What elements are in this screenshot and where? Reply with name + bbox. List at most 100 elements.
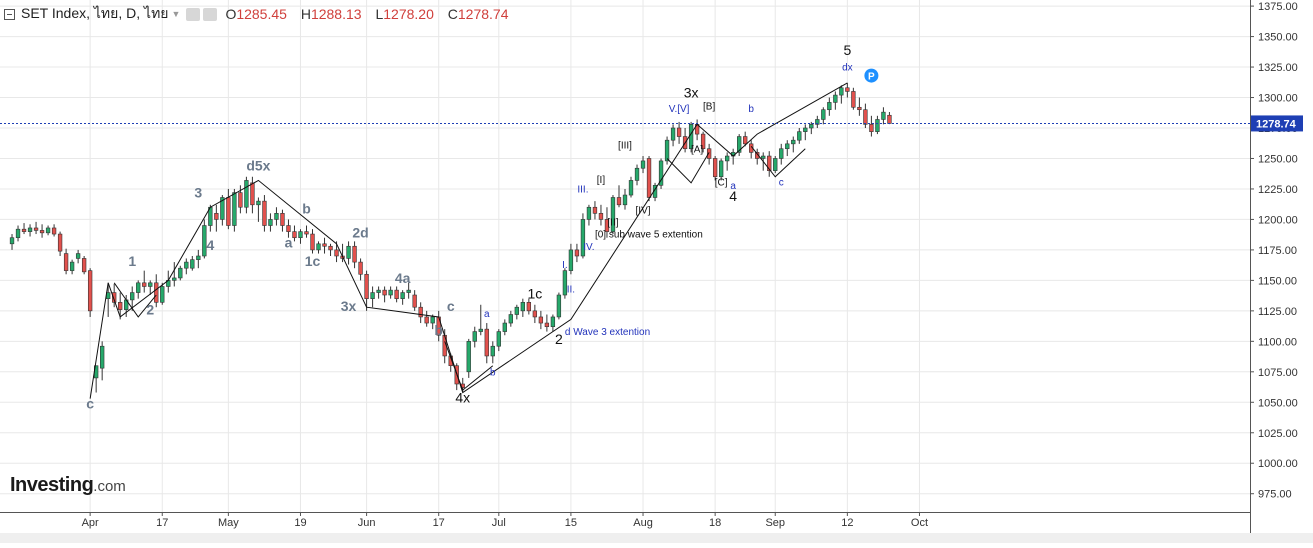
candle-down [292, 231, 297, 239]
symbol-title[interactable]: SET Index, ไทย, D, ไทย [21, 5, 169, 21]
candle-up [346, 245, 351, 259]
candle-up [160, 286, 165, 303]
candle-down [604, 219, 610, 232]
x-tick-label: 12 [841, 517, 853, 529]
x-tick-label: 18 [709, 517, 721, 529]
wave-label: b [490, 367, 496, 378]
y-tick-label: 1175.00 [1258, 245, 1297, 257]
wave-label: [I] [597, 175, 606, 186]
candle-down [646, 158, 652, 198]
candle-down [700, 133, 706, 150]
wave-label: 1c [305, 253, 321, 269]
candle-down [863, 109, 868, 125]
y-tick-label: 1075.00 [1258, 367, 1298, 379]
candle-up [821, 109, 826, 120]
wave-label: [B] [703, 102, 715, 113]
candle-up [406, 289, 411, 293]
low-label: L [375, 6, 384, 22]
candle-up [490, 345, 495, 357]
wave-label: I. [562, 260, 568, 271]
wave-label: b [748, 104, 754, 115]
candle-up [15, 228, 21, 239]
wave-label: 4a [395, 270, 411, 286]
candle-up [514, 306, 519, 315]
candle-down [142, 282, 147, 287]
candle-down [592, 206, 598, 214]
candle-down [310, 233, 315, 251]
candle-up [190, 259, 195, 269]
candle-up [388, 289, 393, 296]
candle-down [526, 302, 532, 312]
wave-label: [A] [691, 144, 703, 155]
x-tick-label: 19 [294, 517, 306, 529]
wave-label: c [86, 395, 94, 411]
x-tick-label: May [218, 517, 239, 529]
candle-up [244, 180, 249, 208]
candle-down [743, 136, 748, 145]
visibility-icon[interactable] [203, 7, 218, 21]
candle-down [334, 249, 339, 257]
candle-up [779, 148, 784, 159]
candle-down [238, 192, 243, 208]
x-tick-label: Jul [492, 517, 506, 529]
candle-up [196, 255, 201, 260]
wave-label: 2d [352, 225, 368, 241]
candle-up [628, 180, 634, 196]
candle-down [87, 270, 93, 312]
candle-up [773, 158, 778, 171]
candle-down [328, 245, 333, 251]
candle-up [100, 345, 105, 369]
candle-up [839, 87, 844, 96]
wave-label: [III] [618, 141, 632, 152]
candle-down [280, 213, 285, 226]
x-tick-label: 17 [156, 517, 168, 529]
y-tick-label: 975.00 [1258, 489, 1292, 501]
candle-up [472, 331, 477, 342]
wave-label: 3 [194, 184, 202, 200]
candle-down [322, 243, 327, 247]
wave-label: II. [567, 285, 575, 296]
wave-label: dx [842, 63, 853, 74]
x-tick-label: Sep [765, 517, 785, 529]
y-tick-label: 1375.00 [1258, 1, 1298, 13]
chevron-down-icon[interactable]: ▼ [171, 9, 181, 19]
wave-label: a [285, 234, 293, 250]
low-value: 1278.20 [383, 6, 434, 22]
candle-up [634, 167, 640, 181]
wave-label: a [730, 181, 736, 192]
candle-down [286, 225, 291, 232]
candle-up [184, 261, 189, 269]
candle-up [232, 192, 237, 226]
x-tick-label: Oct [911, 517, 928, 529]
candle-up [718, 160, 724, 178]
candle-down [214, 213, 219, 220]
candle-up [556, 294, 562, 318]
position-marker-label: P [868, 72, 875, 83]
candle-down [538, 316, 544, 324]
wave-line [444, 341, 494, 391]
candle-up [130, 292, 135, 301]
wave-label: c [447, 298, 455, 314]
x-tick-label: Aug [633, 517, 653, 529]
logo-text: Investing [10, 474, 94, 496]
candle-up [670, 127, 676, 141]
wave-label: [C] [715, 177, 728, 188]
candle-up [737, 136, 742, 153]
y-tick-label: 1000.00 [1258, 458, 1298, 470]
wave-label: IV. [583, 242, 594, 253]
candle-down [544, 322, 550, 328]
candle-up [610, 197, 616, 232]
x-tick-label: Jun [358, 517, 376, 529]
candle-down [154, 282, 159, 303]
candle-up [550, 316, 556, 328]
candle-down [706, 148, 712, 159]
last-price-badge [1251, 115, 1303, 132]
collapse-icon[interactable] [4, 8, 15, 20]
position-marker-icon [864, 68, 879, 83]
candle-down [382, 289, 387, 296]
settings-icon[interactable] [186, 7, 201, 21]
wave-label: b [302, 200, 311, 216]
candle-up [430, 316, 435, 324]
investing-logo[interactable]: Investing.com [10, 474, 126, 497]
